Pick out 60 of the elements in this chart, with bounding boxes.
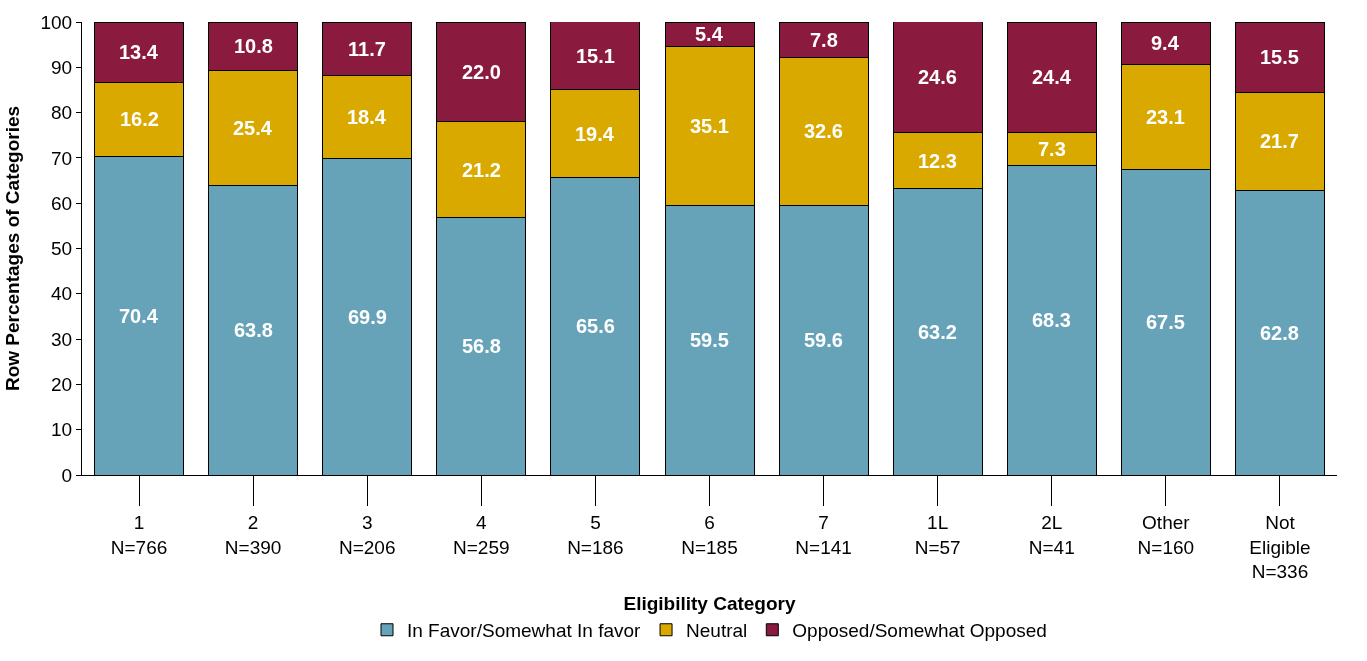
x-axis-title: Eligibility Category <box>623 593 796 614</box>
data-label: 11.7 <box>348 38 386 60</box>
y-tick-label: 50 <box>51 238 73 260</box>
data-label: 69.9 <box>348 306 387 328</box>
data-label: 24.4 <box>1032 66 1072 88</box>
x-tick-label: 3 N=206 <box>338 511 396 558</box>
data-label: 70.4 <box>119 305 159 327</box>
data-label: 65.6 <box>576 315 615 337</box>
data-label: 21.2 <box>462 159 501 181</box>
data-label: 15.1 <box>576 45 615 67</box>
data-label: 25.4 <box>233 117 273 139</box>
x-tick-label: 1 N=766 <box>110 511 168 558</box>
y-tick-label: 70 <box>51 147 73 169</box>
data-label: 62.8 <box>1260 322 1299 344</box>
data-label: 12.3 <box>918 150 957 172</box>
data-label: 59.5 <box>690 329 729 351</box>
x-tick-label: 2L N=41 <box>1028 511 1075 558</box>
data-label: 5.4 <box>695 23 724 45</box>
data-label: 9.4 <box>1151 32 1180 54</box>
data-label: 56.8 <box>462 335 501 357</box>
x-tick-label: 7 N=141 <box>795 511 852 558</box>
data-label: 16.2 <box>120 108 159 130</box>
data-label: 32.6 <box>804 120 843 142</box>
x-tick-label: 2 N=390 <box>224 511 282 558</box>
y-tick-label: 20 <box>51 374 73 396</box>
data-label: 15.5 <box>1260 46 1299 68</box>
data-label: 18.4 <box>347 106 387 128</box>
data-label: 23.1 <box>1146 106 1185 128</box>
data-label: 67.5 <box>1146 311 1185 333</box>
data-label: 63.2 <box>918 321 957 343</box>
y-tick-label: 10 <box>51 419 73 441</box>
y-axis-title: Row Percentages of Categories <box>2 105 24 392</box>
data-label: 10.8 <box>234 35 273 57</box>
legend-label: In Favor/Somewhat In favor <box>407 620 642 642</box>
y-tick-label: 40 <box>51 283 73 305</box>
legend-label: Opposed/Somewhat Opposed <box>792 620 1047 642</box>
y-tick-label: 90 <box>51 56 73 78</box>
data-label: 7.8 <box>810 29 838 51</box>
x-tick-label: 5 N=186 <box>567 511 624 558</box>
data-label: 68.3 <box>1032 309 1071 331</box>
data-label: 21.7 <box>1260 130 1299 152</box>
y-tick-label: 100 <box>40 11 73 33</box>
data-label: 19.4 <box>575 123 615 145</box>
x-tick-label: 6 N=185 <box>681 511 738 558</box>
y-tick-label: 60 <box>51 192 73 214</box>
y-tick-label: 0 <box>61 464 73 486</box>
data-label: 63.8 <box>234 319 273 341</box>
data-label: 7.3 <box>1038 138 1066 160</box>
data-label: 35.1 <box>690 115 729 137</box>
x-tick-label: 1L N=57 <box>914 511 961 558</box>
x-tick-label: Not Eligible N=336 <box>1249 511 1311 583</box>
x-tick-label: Other N=160 <box>1137 511 1195 558</box>
x-tick-label: 4 N=259 <box>453 511 510 558</box>
legend-label: Neutral <box>686 620 748 642</box>
y-tick-label: 30 <box>51 328 73 350</box>
data-label: 13.4 <box>119 41 159 63</box>
data-label: 24.6 <box>918 66 957 88</box>
data-label: 22.0 <box>462 61 501 83</box>
data-label: 59.6 <box>804 329 843 351</box>
y-tick-label: 80 <box>51 102 73 124</box>
